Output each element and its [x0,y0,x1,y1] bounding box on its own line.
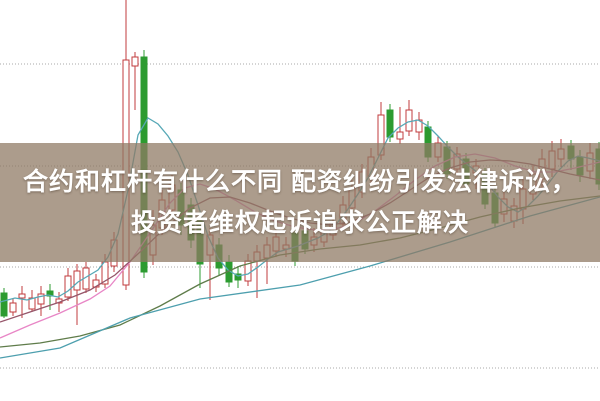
candle-body [386,109,394,138]
candle-body [405,109,413,132]
headline-banner: 合约和杠杆有什么不同 配资纠纷引发法律诉讼， 投资者维权起诉追求公正解决 [0,143,600,262]
candle-body [73,270,81,291]
candle-body [101,261,109,285]
candle-body [131,56,139,67]
candle-body [18,293,26,299]
headline-line-2: 投资者维权起诉追求公正解决 [130,209,469,237]
headline-line-1: 合约和杠杆有什么不同 配资纠纷引发法律诉讼， [23,168,577,196]
candle-body [396,131,404,140]
candle-body [9,302,17,313]
candle-body [234,273,242,281]
candle-body [64,275,72,298]
candle-body [0,292,8,317]
candle-body [37,293,45,305]
